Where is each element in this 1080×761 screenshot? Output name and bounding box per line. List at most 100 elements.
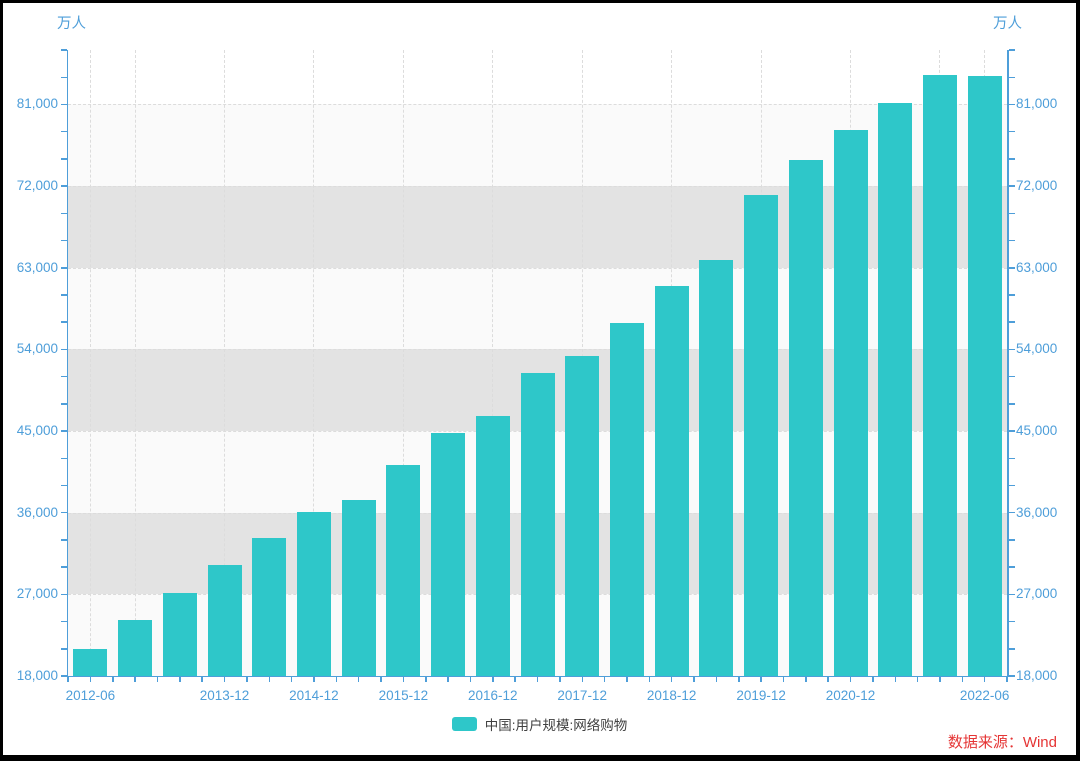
bar[interactable] bbox=[833, 129, 868, 676]
x-axis-tick bbox=[581, 677, 583, 682]
bar[interactable] bbox=[565, 355, 600, 676]
bar[interactable] bbox=[162, 593, 197, 676]
x-axis-tick bbox=[760, 677, 762, 682]
y-axis-tick-right bbox=[1008, 675, 1015, 677]
x-axis-tick bbox=[156, 677, 159, 682]
y-axis-tick-right bbox=[1008, 212, 1015, 215]
y-axis-line-right bbox=[1007, 50, 1009, 677]
y-axis-tick-left bbox=[60, 103, 67, 106]
y-axis-tick-right bbox=[1008, 648, 1015, 650]
x-axis-tick bbox=[738, 677, 740, 682]
bar[interactable] bbox=[788, 159, 823, 676]
x-axis-label: 2022-06 bbox=[959, 688, 1010, 703]
legend-swatch-icon bbox=[451, 717, 477, 731]
x-axis-tick bbox=[827, 677, 829, 682]
y-axis-label-right: 54,000 bbox=[1016, 341, 1058, 357]
y-axis-unit-right: 万人 bbox=[993, 16, 1022, 32]
x-axis-tick bbox=[201, 677, 203, 682]
x-axis-label: 2014-12 bbox=[289, 688, 339, 703]
bar[interactable] bbox=[207, 565, 242, 676]
y-axis-tick-left bbox=[60, 375, 67, 378]
x-axis-tick bbox=[179, 677, 181, 682]
y-axis-tick-left bbox=[60, 648, 67, 650]
y-axis-label-right: 27,000 bbox=[1016, 586, 1058, 602]
x-axis-label: 2013-12 bbox=[199, 688, 250, 703]
x-axis-tick bbox=[290, 677, 293, 682]
y-axis-tick-left bbox=[60, 76, 67, 78]
bar[interactable] bbox=[609, 323, 644, 676]
bar[interactable] bbox=[431, 432, 466, 676]
h-gridline bbox=[68, 349, 1007, 351]
x-axis-tick bbox=[268, 677, 270, 682]
y-axis-label-left: 81,000 bbox=[16, 96, 58, 112]
x-axis-tick bbox=[715, 677, 718, 682]
bar[interactable] bbox=[878, 102, 913, 676]
y-axis-tick-left bbox=[60, 675, 67, 677]
y-axis-label-right: 72,000 bbox=[1016, 178, 1058, 194]
y-axis-label-left: 54,000 bbox=[16, 341, 58, 357]
y-axis-tick-right bbox=[1008, 348, 1015, 351]
v-gridline bbox=[402, 50, 404, 676]
y-axis-tick-left bbox=[60, 158, 67, 160]
bar[interactable] bbox=[296, 511, 331, 676]
x-axis-tick bbox=[782, 677, 785, 682]
y-axis-tick-right bbox=[1008, 620, 1015, 623]
y-axis-label-right: 36,000 bbox=[1016, 504, 1058, 520]
x-axis-tick bbox=[805, 677, 807, 682]
x-axis-tick bbox=[603, 677, 606, 682]
y-axis-tick-left bbox=[60, 484, 67, 487]
bar[interactable] bbox=[744, 195, 779, 676]
bar[interactable] bbox=[654, 285, 689, 676]
y-axis-label-left: 63,000 bbox=[16, 259, 58, 275]
source-note: 数据来源：Wind bbox=[947, 734, 1057, 751]
bar[interactable] bbox=[922, 75, 957, 676]
x-axis-tick bbox=[939, 677, 941, 682]
y-axis-tick-left bbox=[60, 566, 67, 568]
chart-canvas: 万人 万人 18,000 18,000 27,000 27,000 36,000 36,0… bbox=[3, 3, 1076, 755]
y-axis-label-left: 36,000 bbox=[16, 504, 58, 520]
y-axis-tick-left bbox=[60, 457, 67, 459]
y-axis-label-left: 18,000 bbox=[16, 668, 58, 683]
bar[interactable] bbox=[73, 648, 108, 676]
legend-item[interactable]: 中国:用户规模:网络购物 bbox=[3, 714, 1076, 734]
x-axis-tick bbox=[648, 677, 650, 682]
bar[interactable] bbox=[252, 538, 287, 676]
y-axis-tick-left bbox=[60, 403, 67, 405]
x-axis-tick bbox=[425, 677, 427, 682]
y-axis-tick-right bbox=[1008, 539, 1015, 541]
y-axis-tick-right bbox=[1008, 294, 1015, 296]
x-axis-tick bbox=[872, 677, 874, 682]
h-gridline bbox=[68, 104, 1007, 106]
x-axis-label: 2015-12 bbox=[378, 688, 429, 703]
x-axis-tick bbox=[112, 677, 114, 682]
y-axis-tick-right bbox=[1008, 484, 1015, 487]
x-axis-tick bbox=[67, 677, 69, 682]
y-axis-tick-right bbox=[1008, 76, 1015, 78]
bar[interactable] bbox=[118, 619, 153, 676]
y-axis-tick-left bbox=[60, 620, 67, 623]
y-axis-tick-right bbox=[1008, 158, 1015, 160]
bar[interactable] bbox=[699, 259, 734, 676]
x-axis-tick bbox=[693, 677, 695, 682]
y-axis-tick-left bbox=[60, 321, 67, 323]
y-axis-tick-right bbox=[1008, 403, 1015, 405]
x-axis-label: 2020-12 bbox=[825, 688, 876, 703]
x-axis-line bbox=[66, 675, 1009, 677]
bar[interactable] bbox=[475, 415, 510, 676]
y-axis-tick-left bbox=[60, 239, 67, 242]
bar[interactable] bbox=[386, 464, 421, 676]
x-axis-tick bbox=[469, 677, 472, 682]
y-axis-label-left: 27,000 bbox=[16, 586, 58, 602]
y-axis-tick-left bbox=[60, 49, 67, 51]
plot-area: 18,000 18,000 27,000 27,000 36,000 36,000 45,0… bbox=[17, 49, 1057, 703]
y-axis-tick-right bbox=[1008, 103, 1015, 106]
bar[interactable] bbox=[520, 373, 555, 676]
v-gridline bbox=[492, 50, 494, 676]
x-axis-tick bbox=[1006, 677, 1008, 682]
bar[interactable] bbox=[967, 76, 1002, 676]
bar[interactable] bbox=[341, 500, 376, 676]
x-axis-label: 2018-12 bbox=[646, 688, 697, 703]
x-axis-tick bbox=[961, 677, 963, 682]
x-axis-tick bbox=[223, 677, 226, 682]
